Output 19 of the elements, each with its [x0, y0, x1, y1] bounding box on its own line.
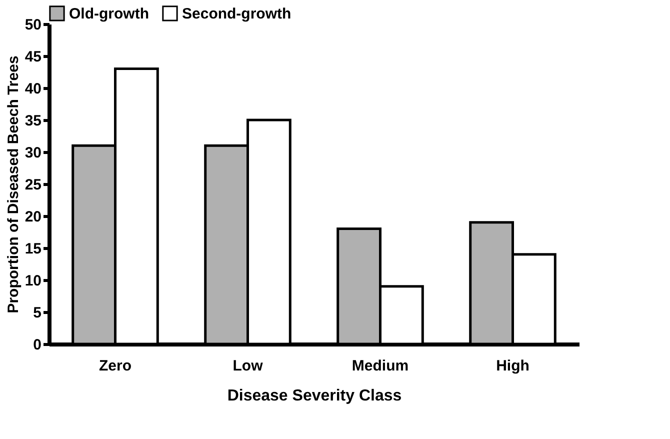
y-tick-label: 5 — [33, 304, 42, 322]
y-tick-label: 35 — [24, 112, 42, 130]
y-tick-label: 15 — [24, 240, 42, 258]
legend-label: Old-growth — [69, 5, 149, 22]
y-tick-label: 45 — [24, 48, 42, 66]
y-axis-title: Proportion of Diseased Beech Trees — [4, 56, 22, 314]
x-tick-label: Zero — [98, 358, 132, 374]
y-tick-label: 30 — [24, 144, 42, 162]
x-axis-title: Disease Severity Class — [227, 388, 402, 404]
y-tick-label: 10 — [24, 272, 42, 290]
y-tick-label: 0 — [33, 336, 42, 354]
x-tick-label: High — [496, 358, 530, 374]
y-tick-label: 40 — [24, 80, 42, 98]
x-tick-label: Medium — [352, 358, 409, 374]
y-tick-label: 50 — [24, 16, 42, 34]
y-tick-label: 20 — [24, 208, 42, 226]
y-tick-label: 25 — [24, 176, 42, 194]
x-tick-label: Low — [232, 358, 264, 374]
legend-label: Second-growth — [182, 5, 292, 22]
